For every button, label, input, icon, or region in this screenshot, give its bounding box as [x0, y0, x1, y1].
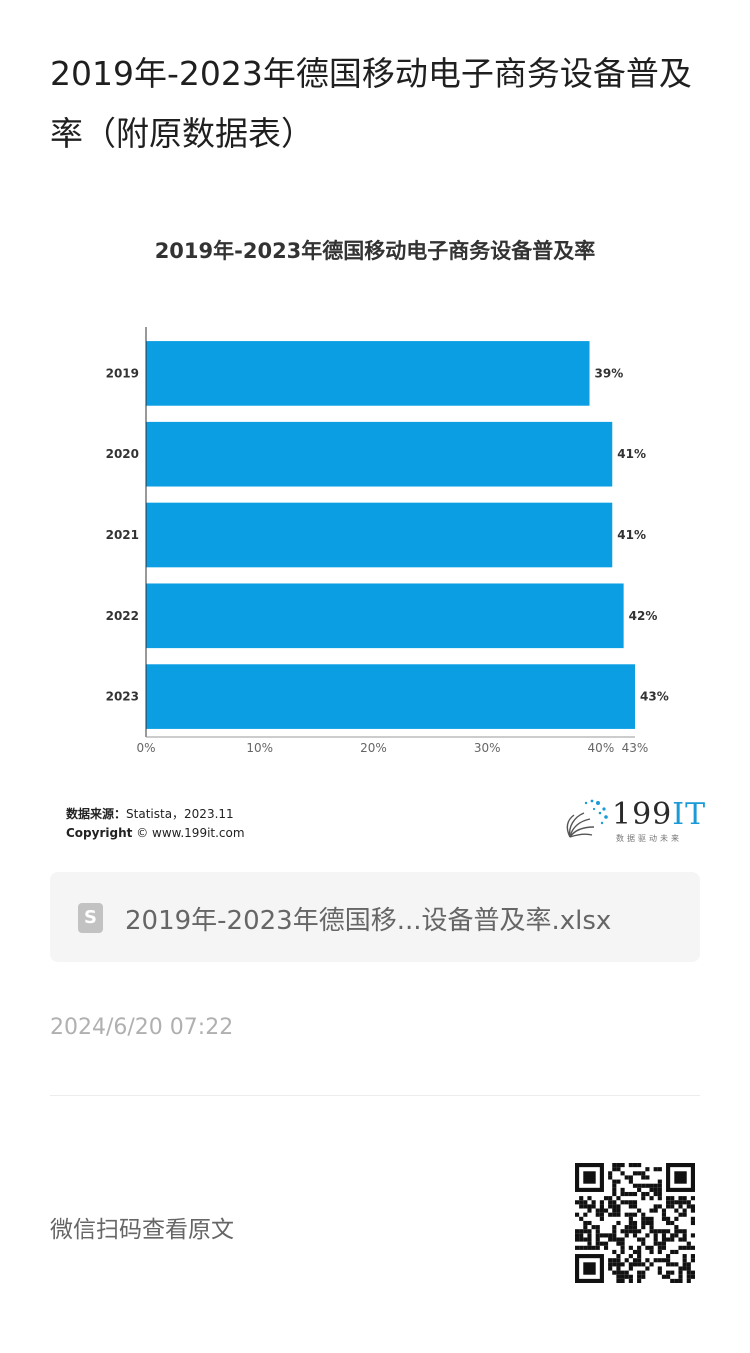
qr-caption: 微信扫码查看原文: [50, 1217, 234, 1243]
x-tick-label-43: 43%: [622, 741, 649, 755]
data-label-2021: 41%: [617, 528, 646, 542]
category-label-2023: 2023: [106, 690, 139, 704]
brand-logo: 199IT 数据驱动未来: [560, 797, 705, 847]
x-tick-label-0: 0%: [136, 741, 155, 755]
attachment-file-name[interactable]: 2019年-2023年德国移...设备普及率.xlsx: [125, 906, 612, 936]
spreadsheet-file-icon: S: [78, 903, 103, 933]
data-label-2023: 43%: [640, 690, 669, 704]
chart-card: 2019年-2023年德国移动电子商务设备普及率 2019 39% 2020 41% 2…: [50, 215, 705, 855]
page-title: 2019年-2023年德国移动电子商务设备普及率（附原数据表）: [50, 54, 692, 153]
category-label-2019: 2019: [106, 366, 139, 380]
source-line: 数据来源：Statista，2023.11: [66, 805, 234, 822]
copyright-line: Copyright © www.199it.com: [66, 826, 245, 840]
bar-2022: [146, 583, 624, 649]
publish-timestamp: 2024/6/20 07:22: [50, 1015, 234, 1040]
data-label-2022: 42%: [629, 609, 658, 623]
chart-title: 2019年-2023年德国移动电子商务设备普及率: [154, 239, 596, 263]
source-text: Statista，2023.11: [126, 807, 234, 821]
qr-code-icon[interactable]: [575, 1163, 695, 1283]
category-label-2020: 2020: [106, 447, 139, 461]
data-label-2019: 39%: [595, 366, 624, 380]
data-label-2020: 41%: [617, 447, 646, 461]
category-label-2021: 2021: [106, 528, 139, 542]
attachment-file[interactable]: S 2019年-2023年德国移...设备普及率.xlsx: [50, 872, 700, 962]
dandelion-logo-icon: [566, 799, 608, 838]
x-tick-label-10: 10%: [246, 741, 273, 755]
x-tick-label-30: 30%: [474, 741, 501, 755]
bar-2021: [146, 502, 613, 568]
divider: [50, 1095, 700, 1096]
x-tick-label-20: 20%: [360, 741, 387, 755]
copyright-text: © www.199it.com: [136, 826, 245, 840]
x-tick-label-40: 40%: [588, 741, 615, 755]
brand-tagline: 数据驱动未来: [616, 834, 682, 843]
bar-2023: [146, 664, 635, 729]
brand-name: 199IT: [612, 797, 707, 832]
category-label-2022: 2022: [106, 609, 139, 623]
bar-2020: [146, 421, 613, 487]
copyright-label: Copyright: [66, 826, 133, 840]
bar-2019: [146, 341, 590, 406]
bar-chart: 2019 39% 2020 41% 2021 41% 2022 42% 2023 43% 0% 10%…: [106, 327, 669, 755]
source-label: 数据来源：: [66, 807, 127, 821]
